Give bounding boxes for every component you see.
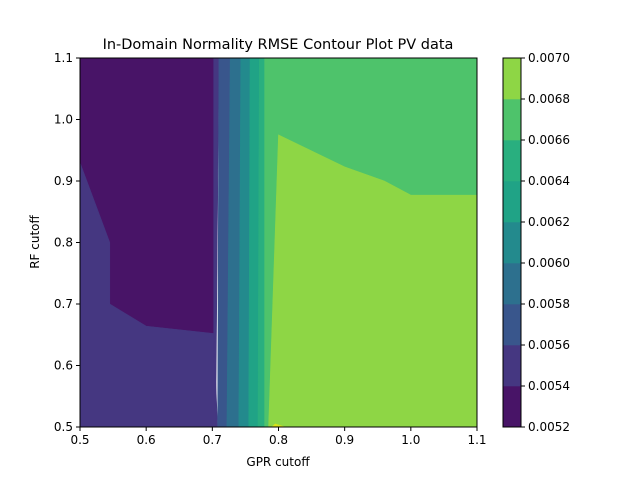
- colorbar-band-1: [503, 345, 521, 387]
- y-tick-label: 1.1: [54, 51, 73, 65]
- contour-band-1-region-1: [79, 162, 218, 428]
- x-tick-label: 0.5: [70, 433, 89, 447]
- y-tick-label: 0.9: [54, 174, 73, 188]
- y-axis-ticks: 0.5 0.6 0.7 0.8 0.9 1.0 1.1: [54, 51, 80, 434]
- colorbar-band-7: [503, 99, 521, 141]
- colorbar-tick-label: 0.0062: [528, 215, 570, 229]
- colorbar-band-2: [503, 304, 521, 346]
- colorbar-band-8: [503, 58, 521, 100]
- colorbar-tick-label: 0.0070: [528, 51, 570, 65]
- colorbar: [503, 58, 521, 428]
- colorbar-tick-label: 0.0056: [528, 338, 570, 352]
- contour-band-6-region-7: [257, 57, 265, 428]
- colorbar-tick-label: 0.0064: [528, 174, 570, 188]
- x-axis-label: GPR cutoff: [246, 455, 310, 469]
- contour-band-4-region-5: [238, 57, 251, 428]
- colorbar-band-6: [503, 140, 521, 182]
- x-tick-label: 1.1: [467, 433, 486, 447]
- colorbar-band-4: [503, 222, 521, 264]
- x-tick-label: 0.7: [203, 433, 222, 447]
- colorbar-band-5: [503, 181, 521, 223]
- contour-band-5-region-6: [248, 57, 260, 428]
- contour-regions: [79, 57, 478, 428]
- y-tick-label: 0.8: [54, 236, 73, 250]
- y-axis-label: RF cutoff: [28, 214, 42, 268]
- y-tick-label: 0.5: [54, 420, 73, 434]
- colorbar-band-0: [503, 386, 521, 428]
- colorbar-tick-label: 0.0068: [528, 92, 570, 106]
- colorbar-tick-label: 0.0066: [528, 133, 570, 147]
- x-tick-label: 0.9: [335, 433, 354, 447]
- x-tick-label: 1.0: [401, 433, 420, 447]
- y-tick-label: 1.0: [54, 113, 73, 127]
- colorbar-tick-label: 0.0054: [528, 379, 570, 393]
- colorbar-frame: [502, 57, 522, 428]
- colorbar-ticks: 0.0052 0.0054 0.0056 0.0058 0.0060 0.0062 0.00…: [521, 51, 570, 434]
- x-axis-ticks: 0.5 0.6 0.7 0.8 0.9 1.0 1.1: [70, 427, 487, 447]
- colorbar-band-3: [503, 263, 521, 305]
- colorbar-tick-label: 0.0052: [528, 420, 570, 434]
- y-tick-label: 0.7: [54, 297, 73, 311]
- colorbar-tick-label: 0.0060: [528, 256, 570, 270]
- x-tick-label: 0.6: [137, 433, 156, 447]
- x-tick-label: 0.8: [269, 433, 288, 447]
- colorbar-tick-label: 0.0058: [528, 297, 570, 311]
- chart-title: In-Domain Normality RMSE Contour Plot PV…: [103, 37, 454, 53]
- y-tick-label: 0.6: [54, 359, 73, 373]
